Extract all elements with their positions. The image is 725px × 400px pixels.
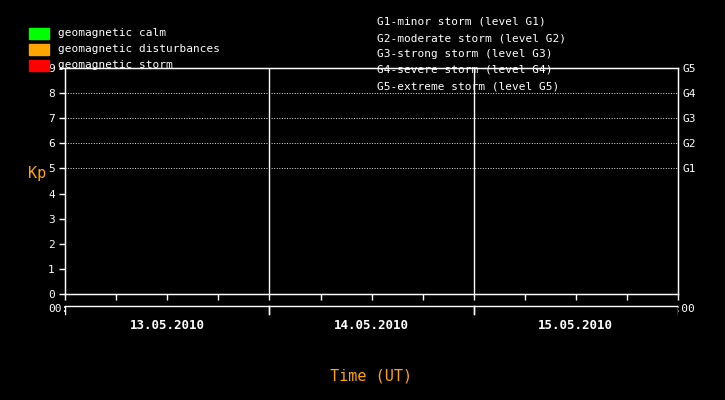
Text: geomagnetic disturbances: geomagnetic disturbances (58, 44, 220, 54)
Y-axis label: Kp: Kp (28, 166, 46, 181)
Text: G5-extreme storm (level G5): G5-extreme storm (level G5) (377, 81, 559, 91)
Text: geomagnetic calm: geomagnetic calm (58, 28, 166, 38)
Text: G3-strong storm (level G3): G3-strong storm (level G3) (377, 49, 552, 59)
Text: G1-minor storm (level G1): G1-minor storm (level G1) (377, 17, 546, 27)
Text: 13.05.2010: 13.05.2010 (130, 319, 205, 332)
Text: G2-moderate storm (level G2): G2-moderate storm (level G2) (377, 33, 566, 43)
Text: 15.05.2010: 15.05.2010 (538, 319, 613, 332)
Text: 14.05.2010: 14.05.2010 (334, 319, 409, 332)
Text: G4-severe storm (level G4): G4-severe storm (level G4) (377, 65, 552, 75)
Text: geomagnetic storm: geomagnetic storm (58, 60, 173, 70)
Text: Time (UT): Time (UT) (331, 368, 413, 384)
